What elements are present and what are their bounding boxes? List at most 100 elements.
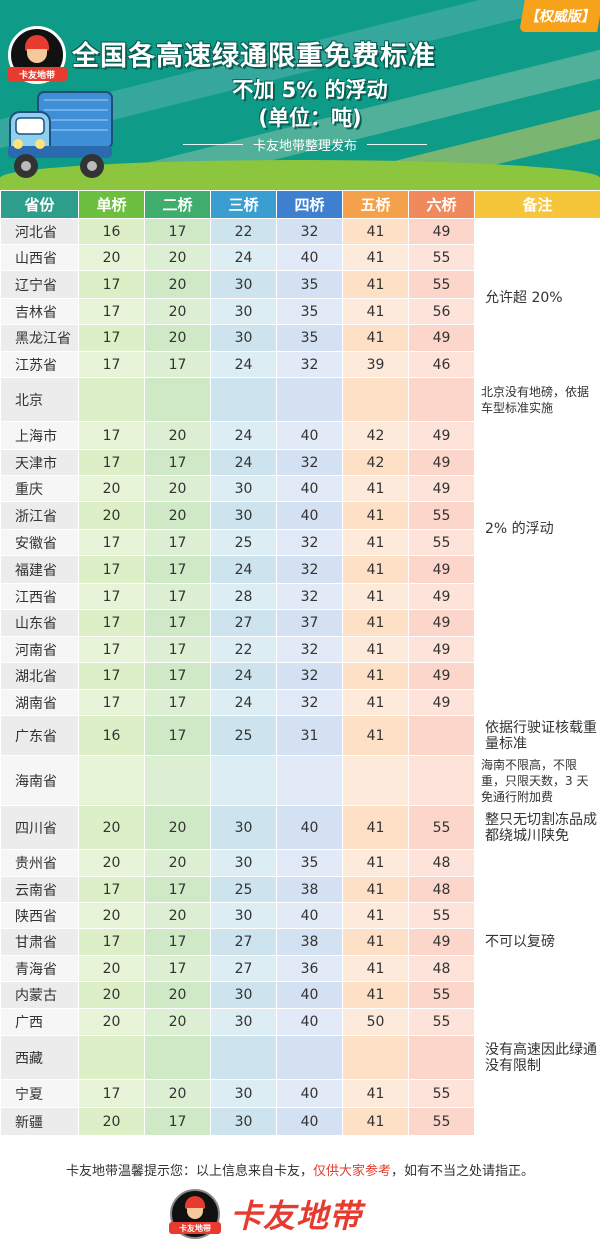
cell-axle-1: 20 (78, 849, 145, 877)
cell-axle-5: 41 (342, 501, 409, 530)
table-row: 安徽省 17 17 25 32 41 55 (0, 529, 600, 556)
table-row: 重庆 20 20 30 40 41 49 (0, 475, 600, 502)
cell-axle-6: 49 (408, 475, 475, 502)
footer-disclaimer: 卡友地带温馨提示您：以上信息来自卡友， 仅供大家参考 ，如有不当之处请指正。 (0, 1156, 600, 1182)
cell-axle-1: 17 (78, 529, 145, 556)
cell-axle-5: 41 (342, 218, 409, 245)
cell-axle-3: 24 (210, 421, 277, 450)
table-row: 广西 20 20 30 40 50 55 (0, 1008, 600, 1036)
cell-axle-6: 55 (408, 902, 475, 929)
cell-axle-6: 55 (408, 1107, 475, 1136)
cell-note: 海南不限高，不限重，只限天数，3 天免通行附加费 (474, 755, 600, 806)
cell-province: 河北省 (0, 218, 79, 245)
cell-axle-2: 17 (144, 1107, 211, 1136)
cell-axle-2: 20 (144, 1008, 211, 1036)
cell-axle-3: 25 (210, 715, 277, 756)
header-note: 备注 (474, 190, 600, 219)
face-icon (187, 1208, 203, 1219)
cell-axle-2: 17 (144, 955, 211, 982)
cell-axle-2: 20 (144, 805, 211, 850)
cell-axle-3: 24 (210, 662, 277, 690)
table-row: 新疆 20 17 30 40 41 55 (0, 1107, 600, 1136)
cell-axle-2: 17 (144, 636, 211, 663)
cell-axle-5: 41 (342, 298, 409, 325)
cell-axle-3: 27 (210, 928, 277, 956)
cell-axle-5: 41 (342, 555, 409, 584)
cell-axle-4: 40 (276, 1008, 343, 1036)
cell-axle-4: 32 (276, 449, 343, 476)
cell-axle-1 (78, 1035, 145, 1080)
cell-axle-1: 20 (78, 475, 145, 502)
cell-axle-4: 40 (276, 244, 343, 271)
cell-axle-5: 41 (342, 270, 409, 299)
cell-axle-4: 40 (276, 981, 343, 1009)
cell-axle-3: 27 (210, 955, 277, 982)
cell-axle-1: 20 (78, 244, 145, 271)
truck-icon (8, 91, 113, 178)
cell-axle-1: 17 (78, 928, 145, 956)
cell-axle-1: 17 (78, 662, 145, 690)
cell-province: 河南省 (0, 636, 79, 663)
header-axle-4: 四桥 (276, 190, 343, 219)
subtitle-unit: (单位：吨) (258, 106, 362, 130)
cell-province: 湖南省 (0, 689, 79, 716)
cell-axle-5: 41 (342, 636, 409, 663)
table-row: 山西省 20 20 24 40 41 55 (0, 244, 600, 271)
cell-axle-3: 22 (210, 218, 277, 245)
cell-axle-2: 20 (144, 849, 211, 877)
cell-axle-6: 55 (408, 270, 475, 299)
cell-axle-1: 17 (78, 876, 145, 903)
cell-axle-3 (210, 377, 277, 422)
cell-axle-4: 40 (276, 902, 343, 929)
cell-axle-4: 40 (276, 475, 343, 502)
disclaimer-prefix: 卡友地带温馨提示您：以上信息来自卡友， (65, 1163, 313, 1179)
cell-axle-5: 41 (342, 1107, 409, 1136)
cell-axle-2: 17 (144, 662, 211, 690)
table-row: 云南省 17 17 25 38 41 48 (0, 876, 600, 903)
weight-limit-table: 省份 单桥 二桥 三桥 四桥 五桥 六桥 备注 河北省 16 17 22 32 41 49 允… (0, 190, 600, 1136)
cell-axle-4: 40 (276, 1107, 343, 1136)
cell-province: 山西省 (0, 244, 79, 271)
cell-axle-5: 41 (342, 529, 409, 556)
table-row: 贵州省 20 20 30 35 41 48 (0, 849, 600, 929)
cell-axle-2: 17 (144, 351, 211, 378)
cell-axle-6 (408, 377, 475, 422)
cell-axle-1: 20 (78, 805, 145, 850)
cell-axle-2: 20 (144, 270, 211, 299)
disclaimer-suffix: ，如有不当之处请指正。 (391, 1163, 535, 1179)
cell-axle-4: 32 (276, 555, 343, 584)
cell-axle-5: 41 (342, 805, 409, 850)
table-row: 河北省 16 17 22 32 41 49 允许超 20% (0, 218, 600, 378)
cell-axle-5: 41 (342, 609, 409, 637)
cell-axle-5 (342, 755, 409, 806)
cell-axle-1: 20 (78, 1107, 145, 1136)
cell-axle-4: 32 (276, 689, 343, 716)
cell-axle-5 (342, 377, 409, 422)
cell-axle-4: 40 (276, 805, 343, 850)
cell-axle-3: 30 (210, 849, 277, 877)
cell-axle-3: 30 (210, 1079, 277, 1108)
cell-axle-2: 17 (144, 689, 211, 716)
cell-axle-1: 17 (78, 609, 145, 637)
disclaimer-highlight: 仅供大家参考 (312, 1163, 391, 1179)
cell-axle-6: 48 (408, 876, 475, 903)
table-row: 山东省 17 17 27 37 41 49 (0, 609, 600, 637)
cell-axle-3: 24 (210, 555, 277, 584)
cell-province: 上海市 (0, 421, 79, 450)
logo-label: 卡友地带 (169, 1222, 221, 1234)
cell-axle-6: 55 (408, 529, 475, 556)
cell-axle-5: 41 (342, 244, 409, 271)
cell-axle-3: 30 (210, 902, 277, 929)
cell-axle-2 (144, 377, 211, 422)
cell-axle-5: 41 (342, 981, 409, 1009)
cell-axle-2: 20 (144, 475, 211, 502)
cell-province: 吉林省 (0, 298, 79, 325)
cell-axle-1: 17 (78, 324, 145, 352)
cell-province: 广西 (0, 1008, 79, 1036)
cell-axle-1: 17 (78, 1079, 145, 1108)
cell-province: 天津市 (0, 449, 79, 476)
cell-axle-1: 17 (78, 583, 145, 610)
cell-axle-3 (210, 755, 277, 806)
table-row: 西藏 没有高速因此绿通没有限制 (0, 1035, 600, 1080)
